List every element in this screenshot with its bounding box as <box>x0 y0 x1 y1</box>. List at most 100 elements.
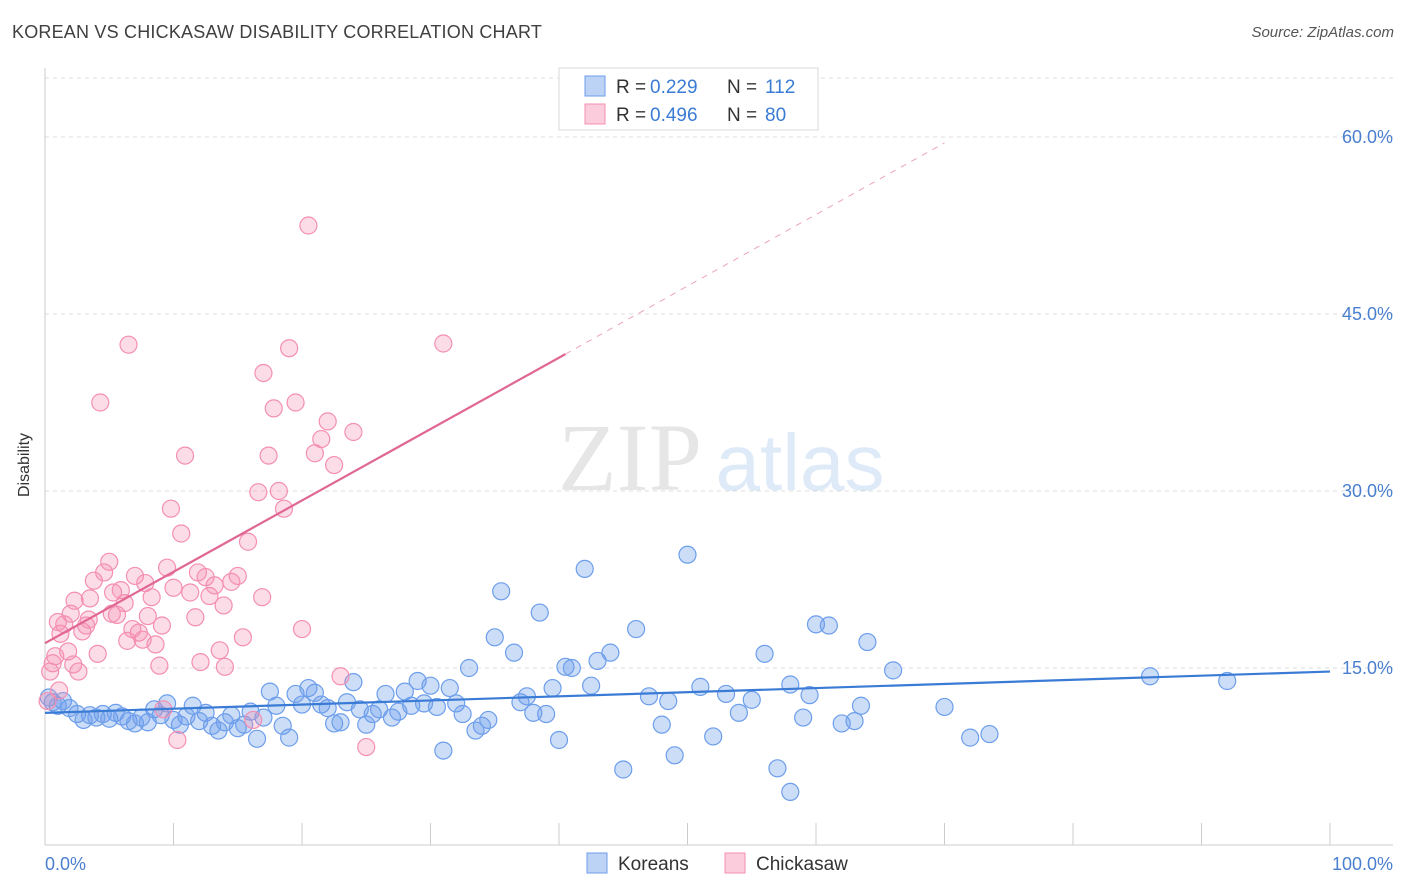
data-point-koreans <box>851 696 871 715</box>
data-point-koreans <box>582 676 601 695</box>
series-chickasaw <box>38 216 453 757</box>
x-tick-label-max: 100.0% <box>1332 854 1393 874</box>
y-tick-label: 15.0% <box>1342 658 1393 678</box>
data-point-koreans <box>781 782 800 802</box>
legend-top: R = 0.229 N = 112 R = 0.496 N = 80 <box>558 67 819 131</box>
data-point-koreans <box>562 658 581 678</box>
data-point-chickasaw <box>254 363 273 383</box>
data-point-koreans <box>652 715 671 734</box>
data-point-koreans <box>659 691 678 711</box>
data-point-chickasaw <box>152 616 172 635</box>
y-tick-label: 30.0% <box>1342 481 1393 501</box>
tick-labels: 15.0% 30.0% 45.0% 60.0% 0.0% 100.0% <box>45 127 1393 874</box>
data-point-chickasaw <box>91 393 110 412</box>
data-point-koreans <box>273 716 292 735</box>
data-point-chickasaw <box>253 588 272 607</box>
data-point-koreans <box>453 704 472 724</box>
data-point-koreans <box>858 632 877 652</box>
data-point-koreans <box>357 715 376 734</box>
chart-title: KOREAN VS CHICKASAW DISABILITY CORRELATI… <box>12 22 543 42</box>
data-point-koreans <box>543 678 562 698</box>
data-point-koreans <box>434 741 453 760</box>
legend-n-value: 112 <box>765 77 795 98</box>
data-point-chickasaw <box>191 652 210 672</box>
data-point-koreans <box>524 703 543 722</box>
data-point-chickasaw <box>205 576 224 595</box>
data-point-chickasaw <box>238 532 258 551</box>
data-point-koreans <box>318 699 337 718</box>
data-point-koreans <box>794 708 813 727</box>
data-point-koreans <box>678 545 697 564</box>
data-point-koreans <box>755 644 774 663</box>
data-point-koreans <box>325 714 344 733</box>
data-point-koreans <box>883 661 903 680</box>
data-point-chickasaw <box>215 657 234 676</box>
data-point-chickasaw <box>188 563 208 582</box>
data-point-koreans <box>485 628 504 647</box>
trend-lines <box>44 142 1331 714</box>
data-point-chickasaw <box>64 655 83 674</box>
data-point-chickasaw <box>181 583 200 602</box>
legend-n-label: N = <box>727 105 757 126</box>
x-tick-label-min: 0.0% <box>45 854 86 874</box>
data-point-chickasaw <box>38 691 57 711</box>
data-point-chickasaw <box>88 644 107 663</box>
data-point-chickasaw <box>100 552 119 571</box>
legend-r-label: R = <box>616 77 646 98</box>
data-point-chickasaw <box>50 681 69 700</box>
trend-line-chickasaw <box>44 353 566 645</box>
data-point-chickasaw <box>292 619 312 639</box>
data-point-koreans <box>331 713 350 732</box>
data-point-koreans <box>549 730 569 750</box>
legend-box <box>558 67 819 131</box>
data-point-chickasaw <box>95 563 114 582</box>
legend-r-label: R = <box>616 105 646 126</box>
gridlines <box>45 77 1395 669</box>
data-point-koreans <box>781 675 800 694</box>
legend-r-value: 0.496 <box>650 105 698 126</box>
data-point-koreans <box>376 684 395 704</box>
data-point-chickasaw <box>102 604 121 623</box>
source-label: Source: ZipAtlas.com <box>1251 24 1394 41</box>
data-point-chickasaw <box>168 730 187 750</box>
data-point-chickasaw <box>146 635 165 654</box>
data-point-koreans <box>280 728 299 747</box>
data-point-chickasaw <box>299 216 318 235</box>
data-point-koreans <box>845 711 864 731</box>
data-point-koreans <box>729 703 749 722</box>
trend-line-chickasaw-extension <box>565 142 945 355</box>
watermark-atlas: atlas <box>716 418 885 507</box>
data-point-chickasaw <box>344 422 363 442</box>
data-point-koreans <box>665 746 684 765</box>
legend-n-value: 80 <box>765 105 786 126</box>
data-point-chickasaw <box>210 641 229 660</box>
data-point-koreans <box>768 759 787 778</box>
data-point-chickasaw <box>259 446 278 465</box>
data-point-chickasaw <box>264 399 283 418</box>
data-point-chickasaw <box>200 586 219 606</box>
data-point-koreans <box>530 603 549 622</box>
data-point-koreans <box>575 559 594 578</box>
data-point-chickasaw <box>65 591 84 610</box>
data-point-koreans <box>961 728 980 747</box>
legend-swatch <box>584 103 606 125</box>
data-point-koreans <box>53 691 73 711</box>
data-point-chickasaw <box>175 446 195 465</box>
data-point-chickasaw <box>172 524 191 543</box>
data-point-koreans <box>601 643 620 662</box>
data-point-chickasaw <box>164 578 183 597</box>
data-point-koreans <box>440 678 459 698</box>
data-point-chickasaw <box>286 393 305 412</box>
data-point-koreans <box>800 686 819 705</box>
legend-bottom-swatch <box>586 852 608 874</box>
data-point-koreans <box>479 710 498 730</box>
data-point-koreans <box>704 727 723 746</box>
data-point-chickasaw <box>161 499 181 518</box>
data-point-chickasaw <box>43 654 62 673</box>
trend-line-koreans <box>44 670 1331 714</box>
data-point-koreans <box>421 676 440 695</box>
data-point-chickasaw <box>138 606 157 626</box>
legend-bottom-swatch <box>724 852 746 874</box>
data-point-chickasaw <box>157 558 177 577</box>
